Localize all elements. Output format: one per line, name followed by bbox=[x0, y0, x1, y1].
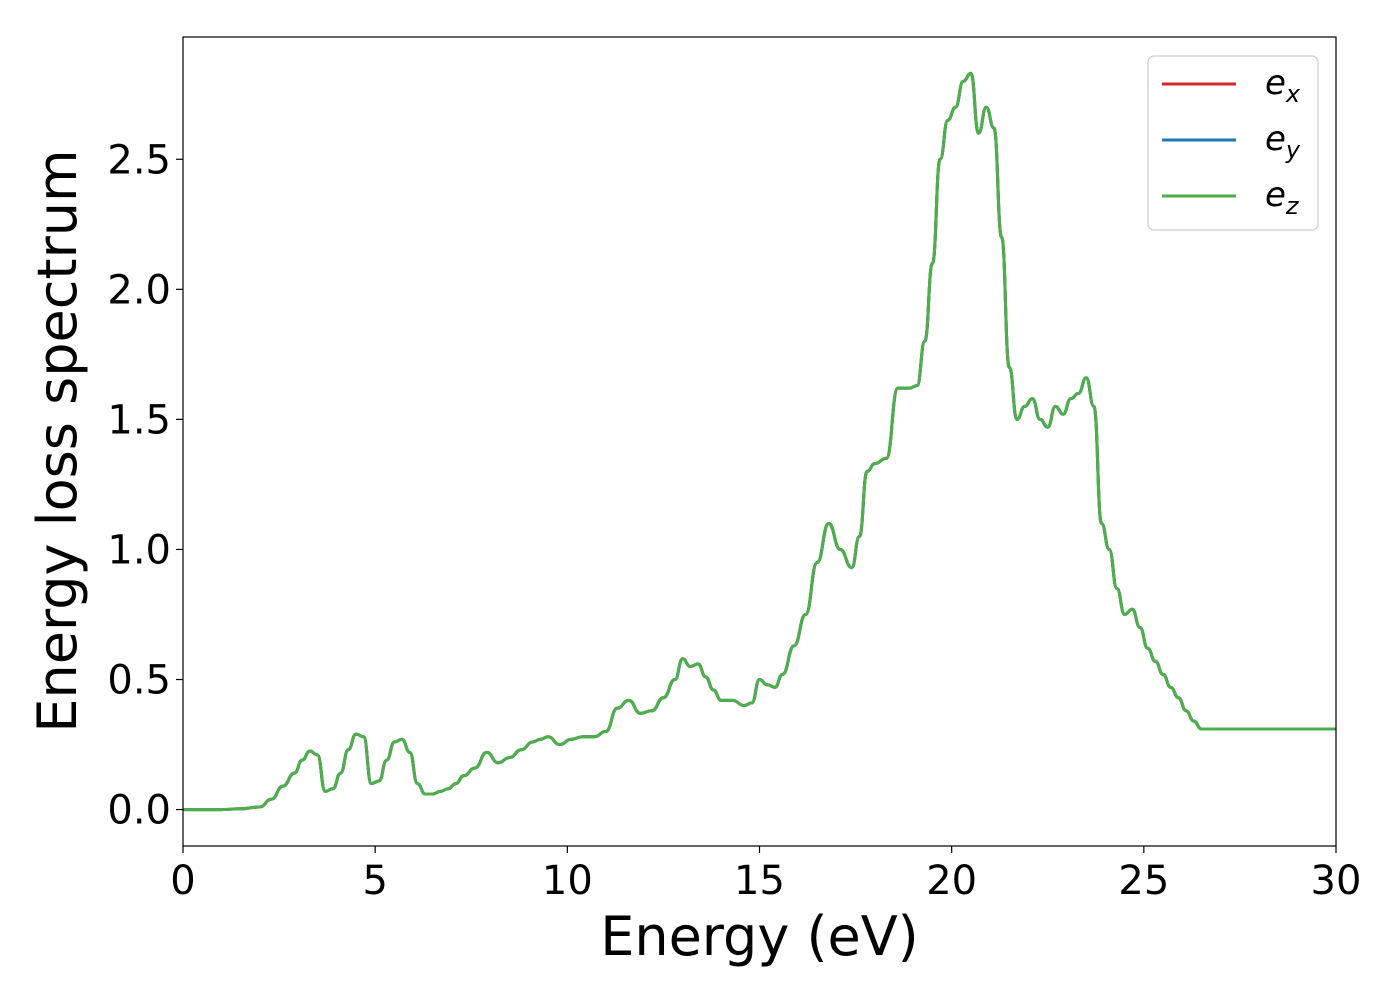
y-axis-title: Energy loss spectrum bbox=[26, 149, 89, 732]
y-tick-label: 0.5 bbox=[107, 658, 171, 704]
series-line-e-z bbox=[183, 71, 1336, 812]
x-tick-label: 5 bbox=[362, 858, 387, 904]
legend-box bbox=[1147, 55, 1319, 231]
x-axis: 0 5 10 15 20 25 30 bbox=[170, 846, 1361, 904]
y-tick-label: 2.5 bbox=[107, 137, 171, 183]
x-tick-label: 20 bbox=[926, 858, 977, 904]
series-layer bbox=[183, 71, 1336, 812]
x-tick-label: 15 bbox=[734, 858, 785, 904]
y-tick-label: 1.5 bbox=[107, 397, 171, 443]
plot-background bbox=[183, 37, 1336, 846]
x-axis-title: Energy (eV) bbox=[600, 905, 919, 968]
y-tick-label: 1.0 bbox=[107, 527, 171, 573]
x-tick-label: 0 bbox=[170, 858, 195, 904]
legend: ex ey ez bbox=[1147, 55, 1319, 231]
legend-label-e-y: ey bbox=[1265, 119, 1301, 164]
legend-label-e-z: ez bbox=[1265, 175, 1300, 220]
x-tick-label: 25 bbox=[1118, 858, 1169, 904]
y-axis: 0.0 0.5 1.0 1.5 2.0 2.5 bbox=[107, 137, 183, 834]
y-tick-label: 0.0 bbox=[107, 788, 171, 834]
y-tick-label: 2.0 bbox=[107, 267, 171, 313]
x-tick-label: 10 bbox=[542, 858, 593, 904]
x-tick-label: 30 bbox=[1311, 858, 1362, 904]
legend-label-e-x: ex bbox=[1265, 63, 1301, 108]
